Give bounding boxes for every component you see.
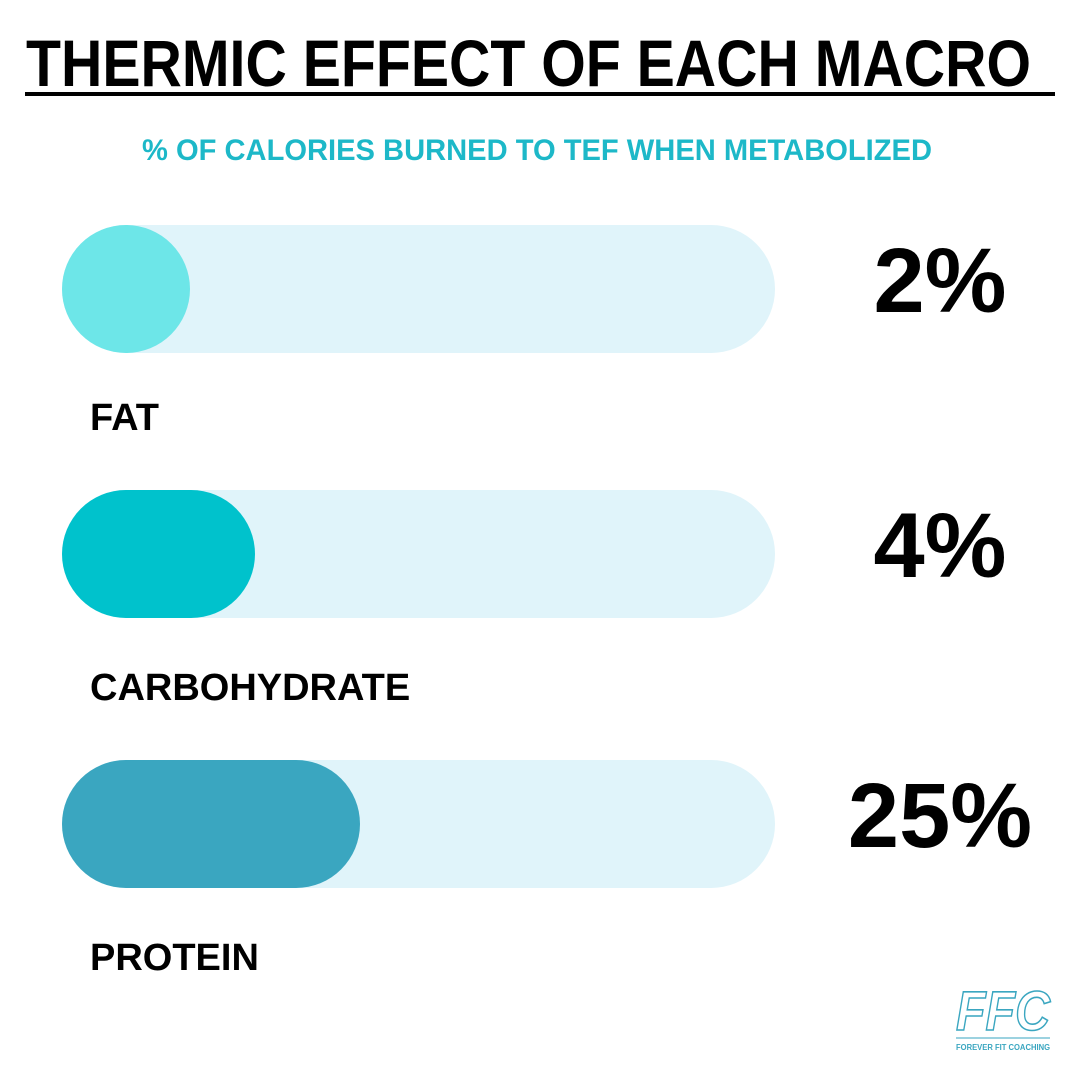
bar-fill — [62, 225, 190, 353]
logo-mark: FFC — [956, 979, 1051, 1042]
logo-text: FOREVER FIT COACHING — [956, 1043, 1050, 1052]
title-underline — [25, 92, 1055, 96]
item-fat: 2% FAT — [62, 225, 1006, 439]
item-label: PROTEIN — [90, 937, 259, 979]
title: THERMIC EFFECT OF EACH MACRO — [26, 26, 1031, 100]
item-protein: 25% PROTEIN — [62, 760, 1032, 979]
item-carbohydrate: 4% CARBOHYDRATE — [62, 490, 1006, 709]
bar-track — [62, 225, 775, 353]
logo: FFC FOREVER FIT COACHING — [955, 978, 1052, 1052]
item-label: CARBOHYDRATE — [90, 667, 410, 709]
value-text: 2% — [874, 230, 1007, 332]
bar-fill — [62, 760, 360, 888]
value-text: 4% — [874, 495, 1007, 597]
item-label: FAT — [90, 397, 159, 439]
subtitle: % OF CALORIES BURNED TO TEF WHEN METABOL… — [142, 134, 932, 167]
bar-fill — [62, 490, 255, 618]
value-text: 25% — [848, 765, 1032, 867]
